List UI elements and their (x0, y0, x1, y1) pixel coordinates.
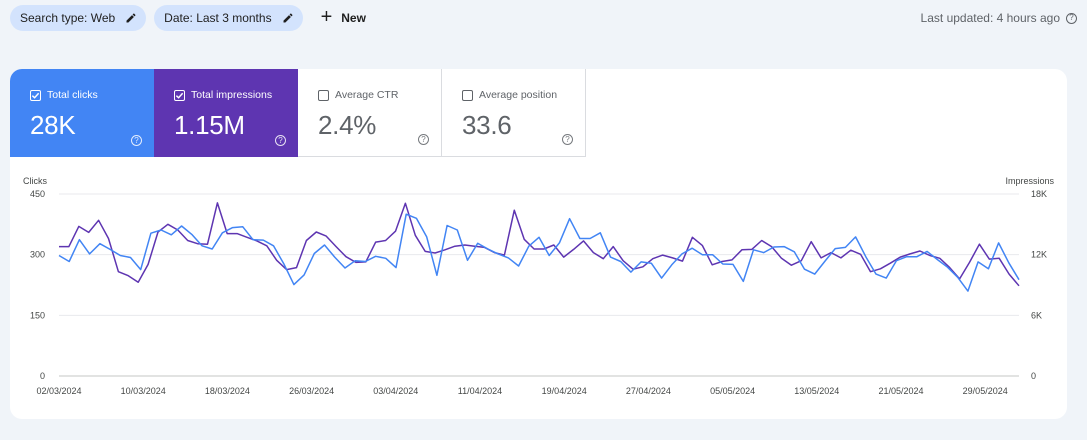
right-tick-label: 6K (1031, 310, 1042, 320)
series-line-impressions (59, 202, 1020, 287)
metric-total-clicks[interactable]: Total clicks 28K ? (10, 69, 154, 157)
filter-chip-search-type[interactable]: Search type: Web (10, 5, 147, 31)
checkbox-unchecked-icon[interactable] (462, 89, 473, 101)
help-icon[interactable]: ? (275, 135, 286, 146)
new-filter-label: New (341, 11, 366, 25)
metric-label: Total clicks (47, 89, 98, 101)
filter-toolbar: Search type: Web Date: Last 3 months + N… (10, 5, 366, 31)
metric-value: 33.6 (462, 110, 512, 140)
metric-total-impressions[interactable]: Total impressions 1.15M ? (154, 69, 298, 157)
x-tick-label: 18/03/2024 (205, 386, 250, 396)
metric-value: 2.4% (318, 110, 377, 140)
last-updated-text: Last updated: 4 hours ago (920, 11, 1060, 25)
x-tick-label: 02/03/2024 (36, 386, 81, 396)
right-tick-label: 0 (1031, 371, 1036, 381)
last-updated: Last updated: 4 hours ago ? (921, 11, 1077, 25)
checkbox-unchecked-icon[interactable] (318, 89, 329, 101)
left-tick-label: 0 (40, 371, 45, 381)
pencil-icon (126, 13, 136, 23)
checkbox-checked-icon[interactable] (30, 89, 41, 101)
right-tick-label: 12K (1031, 250, 1047, 260)
metric-value: 28K (30, 110, 76, 140)
x-tick-label: 27/04/2024 (626, 386, 671, 396)
metric-value: 1.15M (174, 110, 245, 140)
pencil-icon (283, 13, 293, 23)
right-axis-label: Impressions (1005, 176, 1054, 186)
x-tick-label: 29/05/2024 (963, 386, 1008, 396)
x-tick-label: 21/05/2024 (878, 386, 923, 396)
metric-tabs: Total clicks 28K ? Total impressions 1.1… (10, 69, 586, 157)
x-tick-label: 05/05/2024 (710, 386, 755, 396)
x-tick-label: 11/04/2024 (458, 386, 502, 396)
left-tick-label: 300 (30, 250, 45, 260)
help-icon[interactable]: ? (1066, 12, 1077, 24)
help-icon[interactable]: ? (131, 135, 142, 146)
x-tick-label: 03/04/2024 (373, 386, 418, 396)
filter-chip-label: Date: Last 3 months (164, 11, 272, 25)
performance-chart: Clicks Impressions 450 18K 300 12K 150 6K 0 0 02/0… (23, 176, 1055, 396)
left-tick-label: 150 (30, 310, 45, 320)
help-icon[interactable]: ? (562, 134, 573, 145)
series-line-clicks (58, 213, 1020, 292)
left-axis-label: Clicks (23, 176, 47, 186)
right-tick-label: 18K (1031, 189, 1047, 199)
x-tick-label: 19/04/2024 (542, 386, 587, 396)
x-tick-label: 13/05/2024 (794, 386, 839, 396)
metric-label: Average position (479, 89, 558, 101)
plus-icon: + (320, 6, 333, 28)
x-tick-label: 10/03/2024 (121, 386, 166, 396)
help-icon[interactable]: ? (418, 134, 429, 145)
x-tick-label: 26/03/2024 (289, 386, 334, 396)
new-filter-button[interactable]: + New (321, 5, 366, 31)
left-tick-label: 450 (30, 189, 45, 199)
filter-chip-label: Search type: Web (20, 11, 116, 25)
performance-card: Total clicks 28K ? Total impressions 1.1… (10, 69, 1067, 419)
metric-average-ctr[interactable]: Average CTR 2.4% ? (298, 69, 442, 157)
metric-average-position[interactable]: Average position 33.6 ? (442, 69, 586, 157)
filter-chip-date[interactable]: Date: Last 3 months (154, 5, 303, 31)
metric-label: Total impressions (191, 89, 273, 101)
checkbox-checked-icon[interactable] (174, 89, 185, 101)
metric-label: Average CTR (335, 89, 399, 101)
